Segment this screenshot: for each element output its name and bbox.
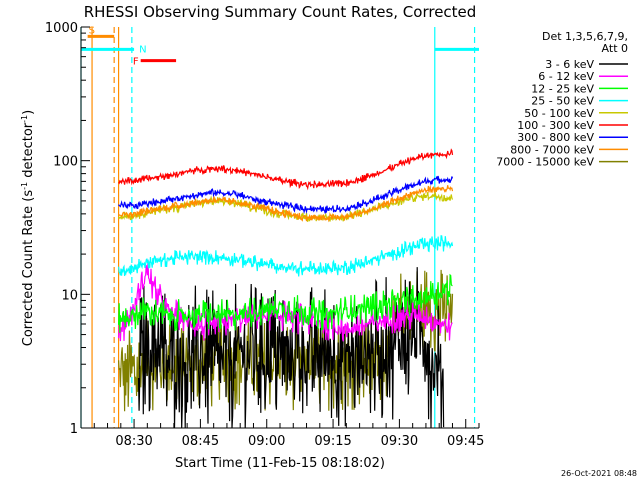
- x-ticks: 08:30 08:45 09:00 09:15 09:30 09:45: [80, 419, 484, 449]
- ylabel-prefix: Corrected Count Rate (s: [21, 190, 36, 347]
- series-trace-3: [118, 235, 454, 277]
- series-trace-7: [118, 184, 454, 223]
- series-trace-0: [137, 267, 445, 429]
- data-series: [118, 148, 454, 429]
- flag-label-1: N: [139, 44, 146, 55]
- flag-label-2: F: [133, 57, 139, 68]
- x-axis-label: Start Time (11-Feb-15 08:18:02): [175, 456, 385, 471]
- legend-header-line2: Att 0: [602, 42, 628, 55]
- y-tick-label-1: 10: [61, 288, 78, 303]
- x-tick-label-4: 09:30: [381, 434, 418, 449]
- legend-label-1: 6 - 12 keV: [538, 70, 594, 83]
- generated-timestamp: 26-Oct-2021 08:48: [561, 469, 637, 478]
- legend-label-7: 800 - 7000 keV: [510, 143, 594, 156]
- ylabel-mid: detector: [21, 122, 36, 182]
- legend-label-6: 300 - 800 keV: [517, 131, 594, 144]
- series-trace-2: [118, 273, 453, 333]
- legend-label-4: 50 - 100 keV: [524, 107, 594, 120]
- x-tick-label-5: 09:45: [447, 434, 484, 449]
- x-tick-label-1: 08:45: [182, 434, 219, 449]
- legend-header-line1: Det 1,3,5,6,7,9,: [542, 30, 628, 43]
- series-trace-5: [118, 148, 454, 191]
- legend-label-2: 12 - 25 keV: [531, 82, 594, 95]
- flag-label-0: S: [89, 25, 95, 36]
- y-tick-label-3: 1000: [45, 21, 78, 36]
- y-tick-label-2: 100: [53, 155, 78, 170]
- y-ticks: 1 10 100 1000: [45, 21, 90, 437]
- ylabel-sup2: -1: [20, 115, 29, 123]
- y-axis-label: Corrected Count Rate (s-1 detector-1): [20, 110, 36, 346]
- legend-label-5: 100 - 300 keV: [517, 119, 594, 132]
- flag-bars: S NF: [81, 25, 479, 68]
- y-tick-label-0: 1: [70, 422, 78, 437]
- legend-label-0: 3 - 6 keV: [545, 58, 594, 71]
- ylabel-suffix: ): [21, 110, 36, 115]
- chart-title: RHESSI Observing Summary Count Rates, Co…: [84, 3, 477, 21]
- legend-label-3: 25 - 50 keV: [531, 95, 594, 108]
- x-tick-label-2: 09:00: [248, 434, 285, 449]
- x-tick-label-0: 08:30: [115, 434, 152, 449]
- legend-label-8: 7000 - 15000 keV: [496, 156, 594, 169]
- x-tick-label-3: 09:15: [314, 434, 351, 449]
- series-trace-6: [118, 175, 454, 215]
- ylabel-sup1: -1: [20, 182, 29, 190]
